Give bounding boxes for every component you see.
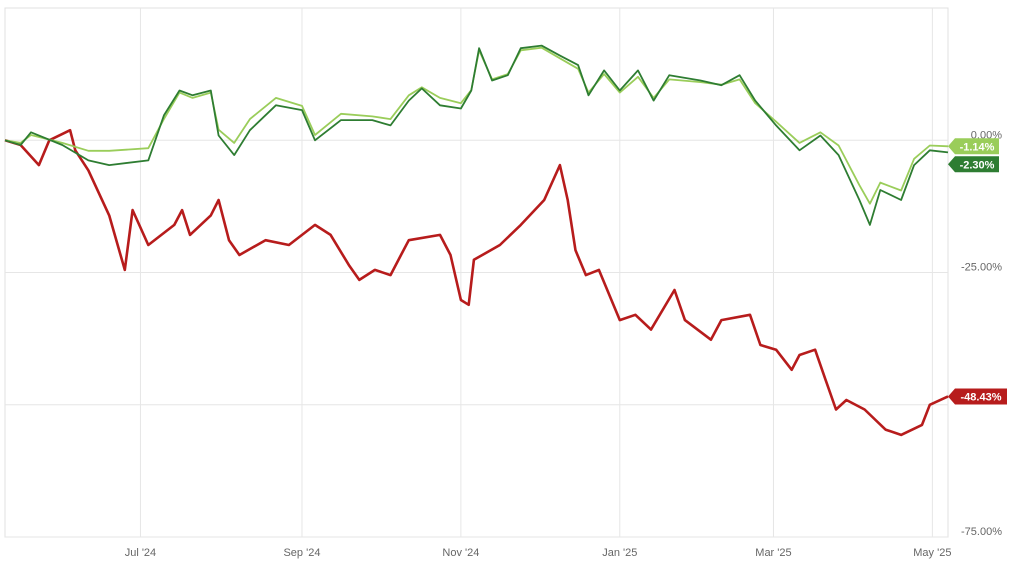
x-tick-label: Jul '24 <box>125 547 156 559</box>
end-value-tag: -1.14% <box>948 138 999 155</box>
series-line <box>4 46 949 205</box>
y-axis-labels: 0.00% -25.00% -75.00% <box>961 129 1002 538</box>
end-value-tags: -1.14% -2.30% -48.43% <box>948 138 1007 405</box>
x-tick-label: Mar '25 <box>755 547 791 559</box>
y-tick-label: -25.00% <box>961 262 1002 274</box>
tag-shape <box>948 138 999 155</box>
tag-shape <box>948 156 999 173</box>
x-tick-label: Nov '24 <box>442 547 479 559</box>
y-tick-label: -75.00% <box>961 526 1002 538</box>
tag-label: -48.43% <box>961 391 1002 403</box>
grid <box>4 7 949 538</box>
series-line <box>4 44 949 226</box>
end-value-tag: -2.30% <box>948 156 999 173</box>
tag-label: -1.14% <box>960 141 995 153</box>
x-tick-label: May '25 <box>913 547 951 559</box>
y-tick-label: 0.00% <box>971 129 1002 141</box>
series-line <box>4 128 949 437</box>
end-value-tag: -48.43% <box>948 388 1007 405</box>
x-tick-label: Jan '25 <box>602 547 637 559</box>
series-lines <box>4 44 949 437</box>
x-tick-label: Sep '24 <box>283 547 320 559</box>
x-axis-labels: Jul '24 Sep '24 Nov '24 Jan '25 Mar '25 May '… <box>125 547 952 559</box>
tag-shape <box>948 388 1007 405</box>
tag-label: -2.30% <box>960 159 995 171</box>
